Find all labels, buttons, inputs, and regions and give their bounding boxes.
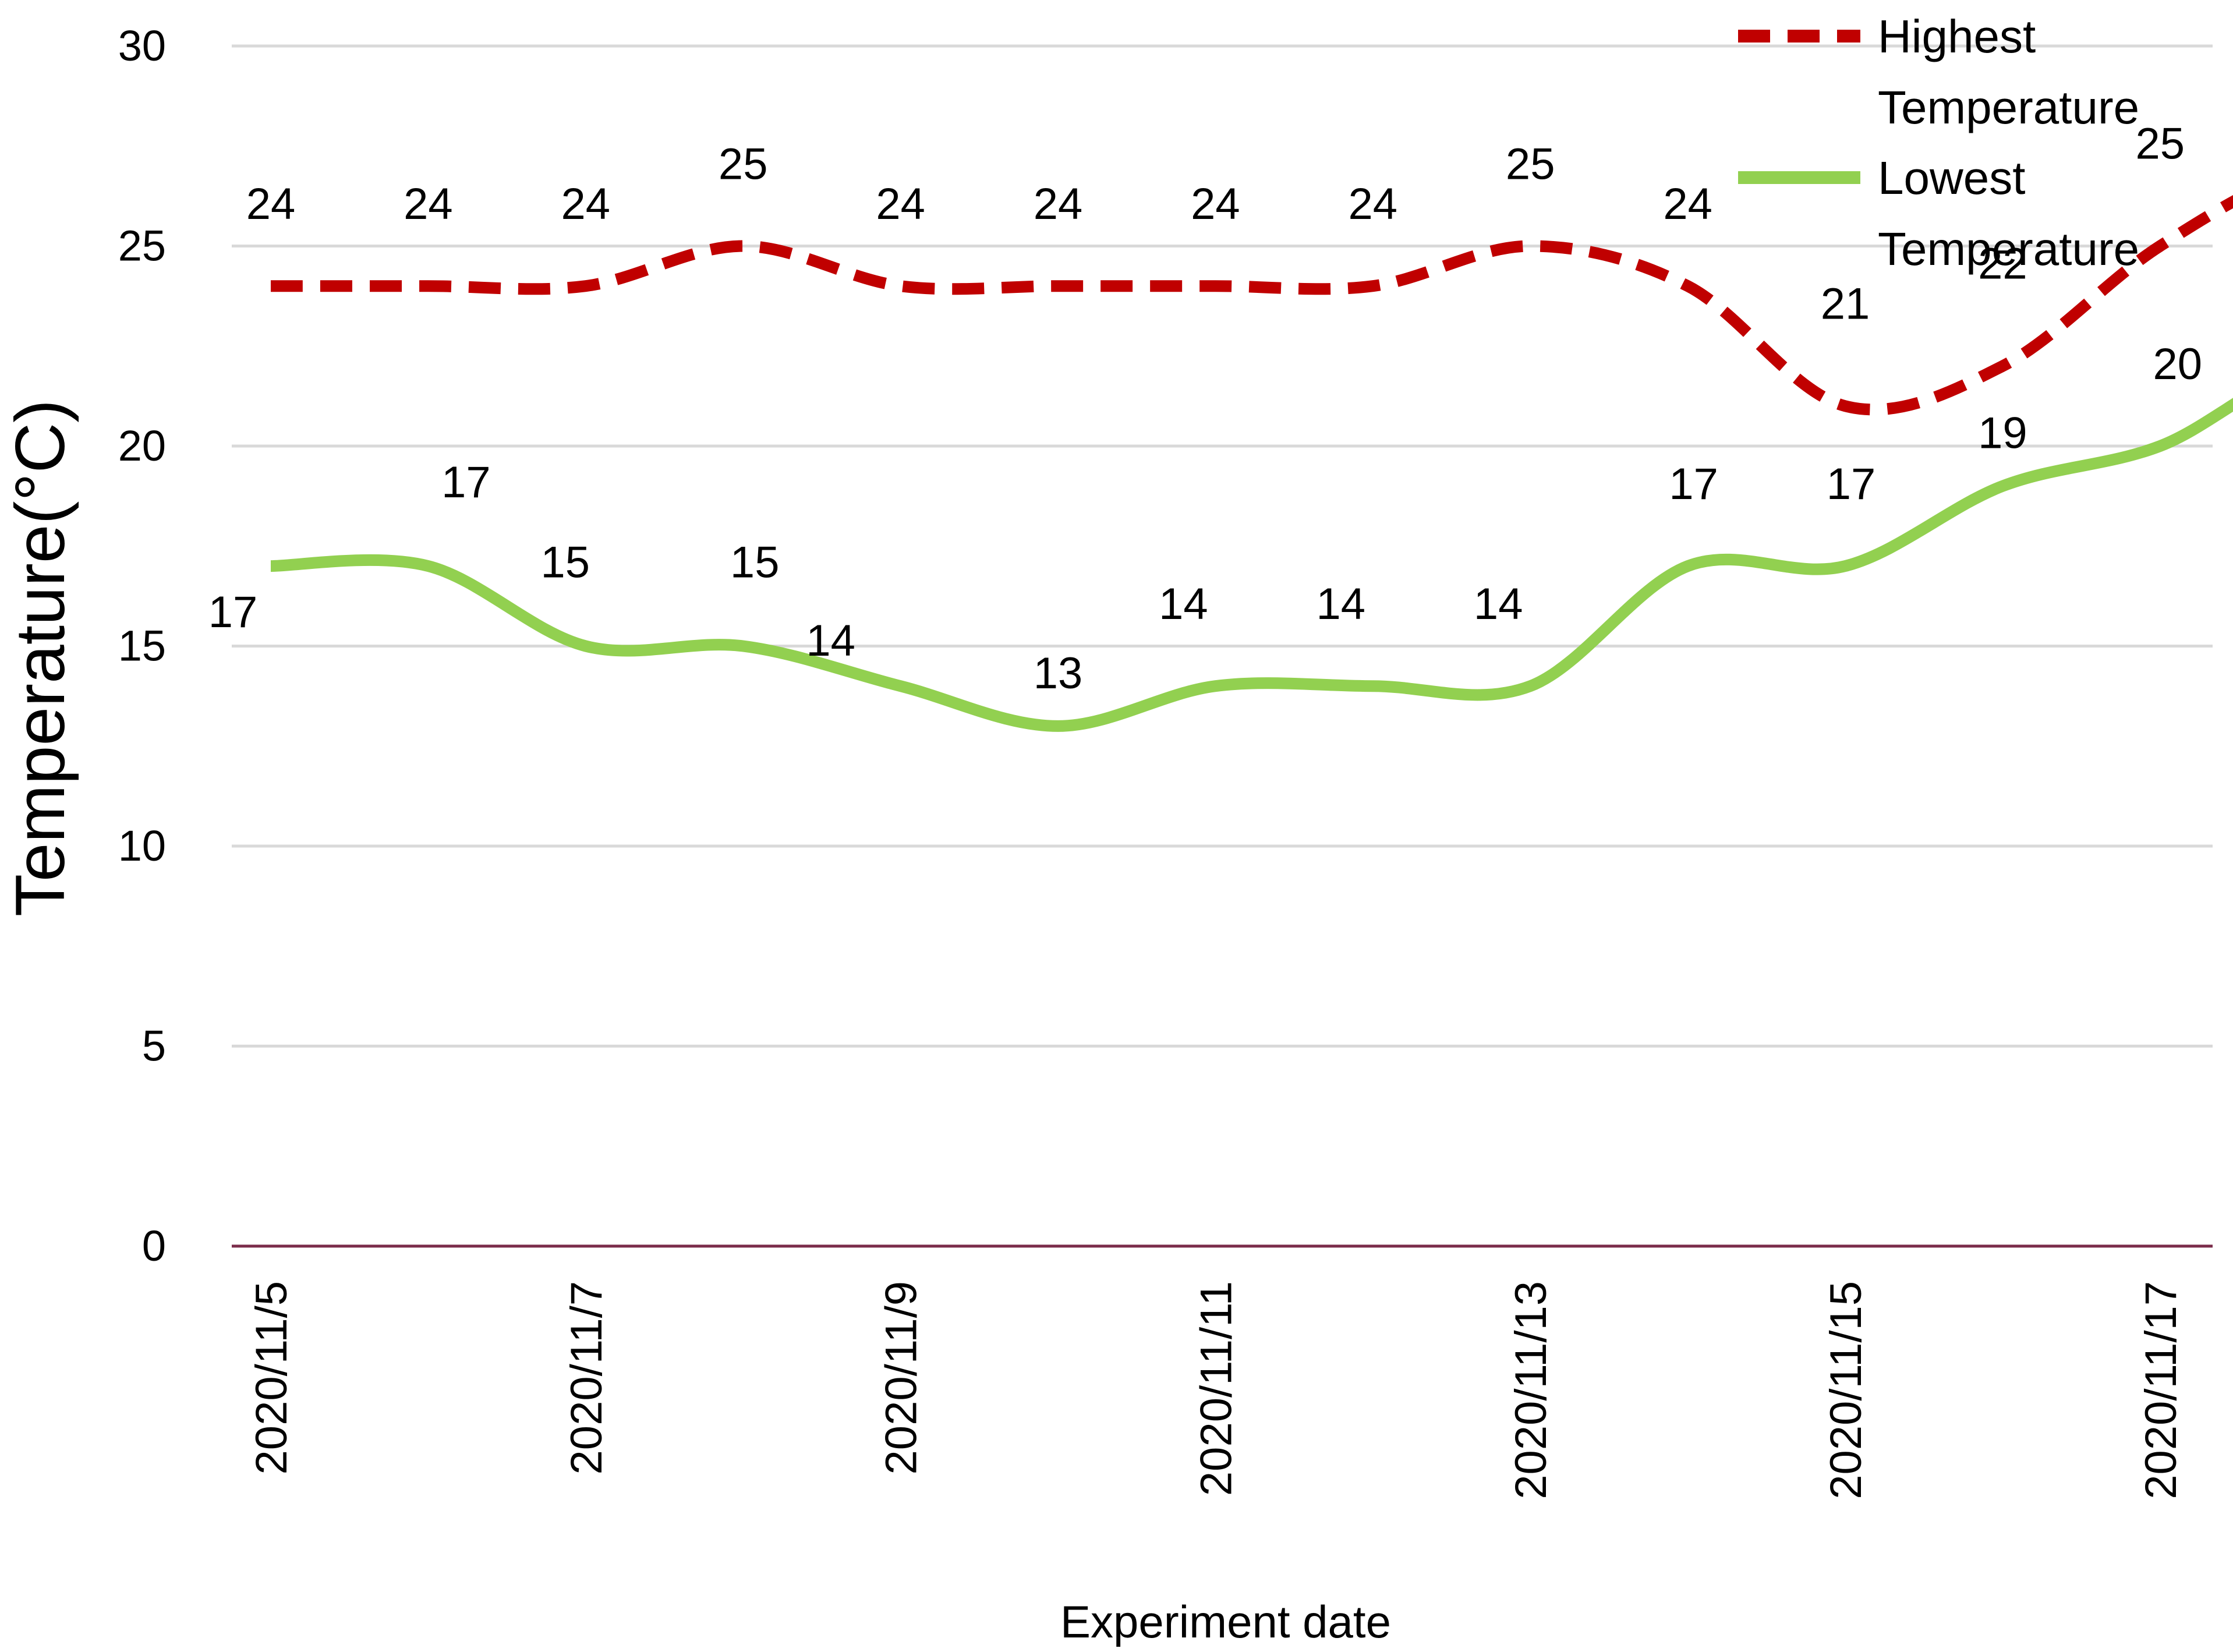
legend-lowest-label-line2: Temperature xyxy=(1878,223,2139,275)
series-line-highest-temperature xyxy=(270,194,2233,416)
data-label-lowest: 14 xyxy=(1159,579,1208,629)
data-label-lowest: 20 xyxy=(2153,339,2203,389)
data-labels: 2424242524242424252421222527272727231211… xyxy=(208,119,2203,698)
data-label-lowest: 14 xyxy=(1474,579,1523,629)
data-label-lowest: 17 xyxy=(441,458,491,507)
data-label-highest: 24 xyxy=(1034,179,1083,229)
legend-highest-label-line2: Temperature xyxy=(1878,82,2139,133)
data-label-highest: 21 xyxy=(1821,279,1870,328)
y-tick-label: 15 xyxy=(118,622,166,670)
x-tick-label: 2020/11/17 xyxy=(2136,1281,2186,1499)
series-lines xyxy=(270,194,2233,732)
data-label-highest: 24 xyxy=(1663,179,1712,229)
x-tick-label: 2020/11/15 xyxy=(1821,1281,1871,1499)
legend-highest-label-line1: Highest xyxy=(1878,10,2036,62)
y-tick-label: 5 xyxy=(142,1022,166,1070)
y-axis-ticks: 0 5 10 15 20 25 30 xyxy=(118,22,166,1270)
y-tick-label: 30 xyxy=(118,22,166,70)
legend: Highest Temperature Lowest Temperature xyxy=(1738,10,2139,275)
data-label-highest: 24 xyxy=(561,179,611,229)
data-label-lowest: 14 xyxy=(1317,579,1366,629)
data-label-lowest: 19 xyxy=(1978,409,2027,458)
data-label-lowest: 17 xyxy=(1669,459,1718,509)
data-label-highest: 22 xyxy=(1978,239,2027,289)
legend-lowest-label-line1: Lowest xyxy=(1878,152,2025,204)
data-label-lowest: 14 xyxy=(806,616,855,666)
data-label-lowest: 17 xyxy=(208,588,258,637)
data-label-highest: 24 xyxy=(876,179,925,229)
data-label-highest: 24 xyxy=(246,179,296,229)
data-label-highest: 24 xyxy=(1191,179,1240,229)
y-tick-label: 25 xyxy=(118,222,166,270)
x-axis-label: Experiment date xyxy=(1060,1596,1391,1647)
data-label-lowest: 13 xyxy=(1034,649,1083,698)
data-label-lowest: 15 xyxy=(730,538,780,588)
data-label-highest: 25 xyxy=(719,140,768,189)
data-label-highest: 24 xyxy=(1349,179,1398,229)
data-label-highest: 25 xyxy=(2136,119,2185,169)
x-tick-label: 2020/11/5 xyxy=(247,1281,296,1474)
data-label-lowest: 15 xyxy=(541,538,590,588)
x-tick-label: 2020/11/9 xyxy=(877,1281,926,1474)
y-tick-label: 10 xyxy=(118,822,166,870)
x-axis-ticks: 2020/11/5 2020/11/7 2020/11/9 2020/11/11 202… xyxy=(247,1281,2186,1499)
y-axis-label: Temperature(°C) xyxy=(1,399,79,917)
y-tick-label: 0 xyxy=(142,1222,166,1270)
x-tick-label: 2020/11/13 xyxy=(1506,1281,1556,1499)
y-tick-label: 20 xyxy=(118,422,166,470)
data-label-highest: 25 xyxy=(1506,140,1555,189)
x-tick-label: 2020/11/7 xyxy=(562,1281,611,1474)
data-label-highest: 24 xyxy=(404,179,453,229)
series-line-lowest-temperature xyxy=(270,398,2233,732)
data-label-lowest: 17 xyxy=(1827,459,1876,509)
x-tick-label: 2020/11/11 xyxy=(1191,1281,1241,1496)
gridlines xyxy=(232,44,2213,1248)
